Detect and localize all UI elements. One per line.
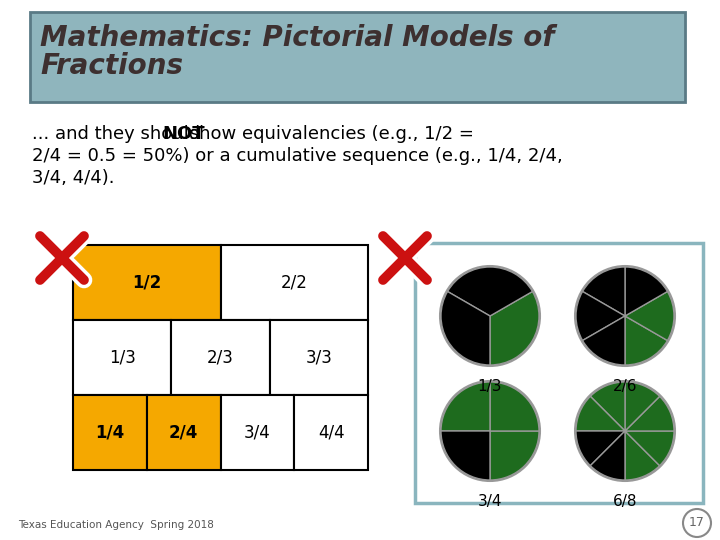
Wedge shape [576,431,625,465]
Wedge shape [576,396,625,431]
Circle shape [575,381,675,481]
Text: ... and they should: ... and they should [32,125,206,143]
Bar [220,245,368,320]
Text: 3/4: 3/4 [478,494,503,509]
Bar [294,395,368,470]
Wedge shape [590,431,625,480]
Bar [73,245,220,320]
Wedge shape [582,267,625,316]
Wedge shape [448,267,532,316]
Circle shape [440,381,540,481]
Wedge shape [490,292,539,365]
Text: 1/4: 1/4 [95,423,125,442]
Bar [220,395,294,470]
Wedge shape [625,292,674,341]
Text: 2/3: 2/3 [207,348,234,367]
Wedge shape [625,431,660,480]
Bar [73,320,171,395]
Text: 1/2: 1/2 [132,273,161,292]
Wedge shape [441,382,490,431]
Bar [73,395,147,470]
Text: Texas Education Agency  Spring 2018: Texas Education Agency Spring 2018 [18,520,214,530]
Bar [415,243,703,503]
Wedge shape [576,292,625,341]
Wedge shape [441,292,490,365]
Wedge shape [490,382,539,431]
Wedge shape [625,267,667,316]
Text: NOT: NOT [162,125,204,143]
Text: Fractions: Fractions [40,52,183,80]
Text: 2/2: 2/2 [281,273,307,292]
Wedge shape [490,431,539,480]
Wedge shape [441,431,490,480]
Circle shape [575,266,675,366]
Circle shape [683,509,711,537]
Text: 4/4: 4/4 [318,423,344,442]
Text: 3/4: 3/4 [244,423,271,442]
Text: Mathematics: Pictorial Models of: Mathematics: Pictorial Models of [40,24,554,52]
Bar [171,320,270,395]
Wedge shape [625,382,660,431]
Bar [147,395,220,470]
Bar [30,12,685,102]
Wedge shape [625,316,667,365]
Text: 2/4: 2/4 [169,423,198,442]
Text: 1/3: 1/3 [478,379,503,394]
Text: 1/3: 1/3 [109,348,135,367]
Wedge shape [590,382,625,431]
Text: show equivalencies (e.g., 1/2 =: show equivalencies (e.g., 1/2 = [184,125,474,143]
Text: 2/4 = 0.5 = 50%) or a cumulative sequence (e.g., 1/4, 2/4,: 2/4 = 0.5 = 50%) or a cumulative sequenc… [32,147,563,165]
Circle shape [440,266,540,366]
Text: 3/4, 4/4).: 3/4, 4/4). [32,169,114,187]
Text: 3/3: 3/3 [305,348,332,367]
Text: 17: 17 [689,516,705,530]
Text: 2/6: 2/6 [613,379,637,394]
Text: 6/8: 6/8 [613,494,637,509]
Wedge shape [582,316,625,365]
Bar [270,320,368,395]
Wedge shape [625,431,674,465]
Wedge shape [625,396,674,431]
